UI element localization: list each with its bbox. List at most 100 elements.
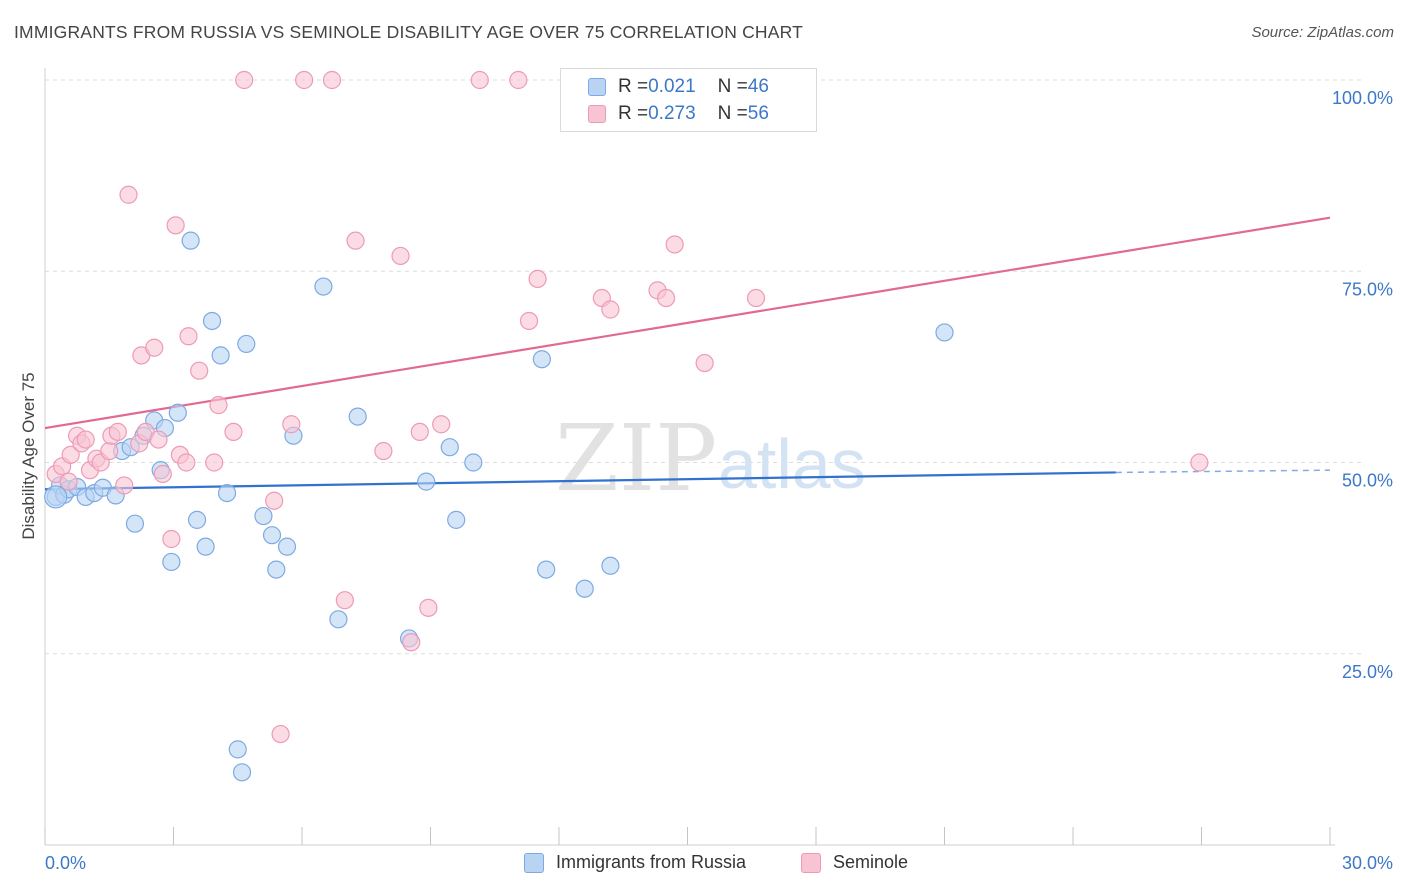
point-seminole (601, 300, 620, 319)
point-seminole (470, 70, 489, 90)
point-russia (187, 510, 207, 529)
point-russia (537, 560, 556, 579)
point-seminole (665, 235, 684, 254)
point-russia (228, 740, 247, 759)
legend-row-seminole: R = 0.273 N = 56 (588, 102, 769, 126)
legend-label-seminole: Seminole (833, 852, 909, 872)
point-seminole (271, 724, 290, 744)
chart-title: IMMIGRANTS FROM RUSSIA VS SEMINOLE DISAB… (14, 22, 804, 42)
point-russia (232, 763, 252, 782)
legend-label-russia: Immigrants from Russia (556, 852, 747, 872)
point-seminole (432, 415, 451, 434)
point-seminole (335, 591, 354, 610)
point-seminole (391, 246, 410, 266)
point-seminole (519, 311, 539, 331)
legend-swatch-pink (588, 105, 606, 123)
point-seminole (190, 361, 209, 380)
y-tick-label: 100.0% (1332, 88, 1393, 108)
correlation-legend: R = 0.021 N = 46 R = 0.273 N = 56 (560, 68, 817, 132)
point-russia (314, 277, 333, 296)
point-seminole (656, 288, 676, 308)
point-seminole (153, 464, 172, 484)
point-russia (277, 537, 297, 556)
legend-r-label: R = (618, 76, 649, 97)
point-seminole (346, 231, 365, 250)
point-russia-cluster (44, 485, 68, 509)
point-russia (532, 350, 551, 369)
legend-swatch-blue (524, 852, 544, 873)
legend-row-russia: R = 0.021 N = 46 (588, 75, 769, 99)
point-seminole (100, 441, 119, 461)
point-russia (935, 323, 954, 342)
point-seminole (374, 441, 393, 461)
point-russia (447, 510, 466, 529)
point-seminole (295, 70, 314, 90)
point-seminole (322, 70, 342, 90)
point-seminole (162, 529, 181, 549)
point-russia (254, 506, 273, 526)
legend-item-russia: Immigrants from Russia (524, 852, 746, 873)
watermark: ZIP atlas (555, 405, 866, 512)
point-russia (196, 537, 215, 556)
axes (44, 68, 1335, 846)
point-russia (181, 231, 200, 250)
legend-n-label: N = (717, 76, 748, 97)
point-seminole (402, 633, 421, 652)
x-tick-label: 30.0% (1342, 853, 1393, 873)
y-tick-label: 50.0% (1342, 471, 1393, 491)
data-points (44, 70, 1209, 782)
tick-labels: 25.0% 50.0% 75.0% 100.0% 0.0% 30.0% (45, 88, 1393, 873)
point-seminole (177, 453, 196, 472)
point-seminole (1190, 453, 1209, 472)
point-seminole (282, 415, 301, 434)
legend-n-value: 56 (747, 103, 769, 124)
legend-r-value: 0.021 (648, 76, 696, 97)
point-russia (601, 556, 620, 575)
x-tick-label: 0.0% (45, 853, 86, 873)
point-seminole (235, 70, 254, 90)
point-seminole (108, 422, 127, 441)
point-seminole (115, 476, 134, 495)
grid-lines (45, 79, 1365, 655)
point-russia (217, 484, 237, 503)
point-seminole (145, 338, 164, 357)
point-seminole (746, 288, 766, 308)
point-seminole (419, 598, 438, 617)
point-seminole (209, 396, 228, 415)
legend-swatch-blue (588, 78, 606, 96)
point-seminole (410, 422, 429, 441)
point-seminole (205, 453, 224, 472)
point-russia (464, 453, 483, 472)
y-tick-label: 75.0% (1342, 279, 1393, 299)
legend-swatch-pink (801, 852, 821, 873)
watermark-atlas: atlas (718, 425, 866, 503)
point-seminole (59, 472, 78, 491)
point-russia (168, 403, 187, 422)
y-tick-label: 25.0% (1342, 662, 1393, 682)
point-russia (575, 579, 594, 598)
point-seminole (76, 430, 95, 449)
point-russia (348, 407, 367, 426)
point-seminole (509, 70, 528, 90)
legend-r-label: R = (618, 103, 649, 124)
point-russia (267, 560, 286, 579)
point-seminole (166, 216, 185, 235)
point-seminole (528, 269, 547, 288)
point-russia (202, 311, 222, 331)
point-seminole (695, 353, 714, 373)
point-seminole (224, 422, 243, 441)
point-russia (162, 552, 181, 572)
point-seminole (149, 430, 168, 449)
point-russia (440, 438, 459, 457)
legend-n-value: 46 (747, 76, 769, 97)
point-russia (125, 514, 145, 533)
point-russia (417, 472, 436, 491)
trend-line-seminole (44, 216, 1331, 430)
point-seminole (61, 445, 80, 464)
point-russia (262, 526, 282, 545)
point-seminole (265, 491, 284, 510)
legend-item-seminole: Seminole (801, 852, 908, 873)
point-russia (237, 334, 256, 354)
legend-n-label: N = (717, 103, 748, 124)
